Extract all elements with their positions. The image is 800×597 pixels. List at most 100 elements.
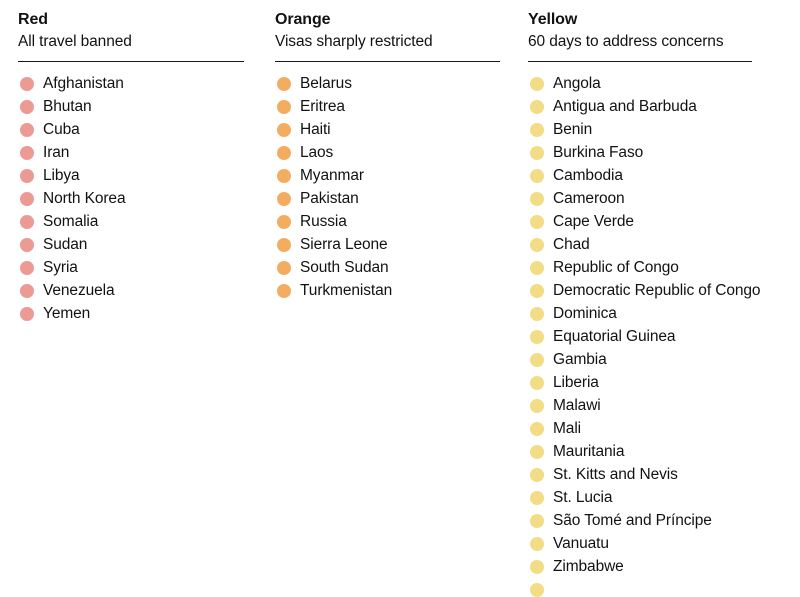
country-name: Cuba [43,120,80,138]
country-name: South Sudan [300,258,389,276]
tier-dot-icon [277,260,291,275]
tier-dot-icon [530,306,544,321]
country-item: Turkmenistan [275,279,500,302]
country-name: Cape Verde [553,212,634,230]
tier-dot-icon [530,168,544,183]
country-item: Vanuatu [528,532,752,555]
tier-dot-icon [277,191,291,206]
country-item: Democratic Republic of Congo [528,279,761,302]
country-item: Gambia [528,348,752,371]
country-name: Turkmenistan [300,281,393,299]
tier-subtitle-red: All travel banned [18,33,132,50]
country-name: Chad [553,235,590,253]
country-item: Myanmar [275,164,500,187]
country-item: Venezuela [18,279,244,302]
country-item: Burkina Faso [528,141,752,164]
tier-column-orange: Orange Visas sharply restricted Belarus E… [275,10,500,302]
country-name: Eritrea [300,97,345,115]
country-item: Republic of Congo [528,256,752,279]
tier-dot-icon [20,237,34,252]
country-name: Haiti [300,120,331,138]
country-name: Afghanistan [43,74,124,92]
country-name: Venezuela [43,281,115,299]
tier-dot-icon [530,237,544,252]
country-item: Somalia [18,210,244,233]
country-item: Angola [528,72,752,95]
country-item: Malawi [528,394,752,417]
country-name: Yemen [43,304,91,322]
country-item: São Tomé and Príncipe [528,509,752,532]
tier-dot-icon [530,214,544,229]
country-name: Vanuatu [553,534,609,552]
tier-dot-icon [277,237,291,252]
tier-dot-icon [530,490,544,505]
tier-dot-icon [277,168,291,183]
country-name: Somalia [43,212,99,230]
country-name: St. Kitts and Nevis [553,465,678,483]
country-item: St. Kitts and Nevis [528,463,752,486]
country-name: North Korea [43,189,126,207]
country-name: Zimbabwe [553,557,624,575]
tier-dot-icon [20,283,34,298]
tier-dot-icon [277,214,291,229]
tier-dot-icon [530,283,544,298]
tier-dot-icon [20,191,34,206]
tier-dot-icon [277,145,291,160]
country-name: Republic of Congo [553,258,679,276]
country-name: Equatorial Guinea [553,327,676,345]
tier-column-red: Red All travel banned Afghanistan Bhutan C… [18,10,244,325]
country-name: Cameroon [553,189,625,207]
tier-dot-icon [530,352,544,367]
country-item: Dominica [528,302,752,325]
country-item: Afghanistan [18,72,244,95]
tier-dot-icon [530,444,544,459]
country-item: Cape Verde [528,210,752,233]
country-item: Pakistan [275,187,500,210]
tier-dot-icon [530,375,544,390]
country-item: Chad [528,233,752,256]
tier-dot-icon [20,306,34,321]
country-item: Libya [18,164,244,187]
country-name: Sudan [43,235,88,253]
country-name: Gambia [553,350,607,368]
country-name: São Tomé and Príncipe [553,511,712,529]
country-item: Antigua and Barbuda [528,95,752,118]
tier-dot-icon [530,329,544,344]
tier-subtitle-orange: Visas sharply restricted [275,33,433,50]
tier-dot-icon [530,421,544,436]
tier-label-yellow: Yellow [528,11,578,28]
country-name: Iran [43,143,70,161]
country-name: Antigua and Barbuda [553,97,697,115]
country-item: Iran [18,141,244,164]
country-item: Laos [275,141,500,164]
country-name: Myanmar [300,166,364,184]
country-name: Angola [553,74,601,92]
country-item: Cuba [18,118,244,141]
country-name: Laos [300,143,334,161]
country-name: Russia [300,212,347,230]
country-item: Equatorial Guinea [528,325,752,348]
tier-dot-icon [20,99,34,114]
tier-dot-icon [20,214,34,229]
tier-dot-icon [20,76,34,91]
country-name: Liberia [553,373,599,391]
country-name: Syria [43,258,78,276]
country-item: Benin [528,118,752,141]
country-item: St. Lucia [528,486,752,509]
country-name: Democratic Republic of Congo [553,281,761,299]
country-item: Haiti [275,118,500,141]
country-item: Russia [275,210,500,233]
tier-dot-icon [277,76,291,91]
country-name: Pakistan [300,189,359,207]
country-item: Eritrea [275,95,500,118]
country-item: South Sudan [275,256,500,279]
tier-dot-icon [530,398,544,413]
tier-dot-icon [20,122,34,137]
country-name: Belarus [300,74,352,92]
country-name: Burkina Faso [553,143,644,161]
country-list-orange: Belarus Eritrea Haiti Laos Myanmar Pakistan Ru… [275,72,500,302]
tier-dot-icon [20,145,34,160]
tier-dot-icon [530,559,544,574]
country-name: Sierra Leone [300,235,388,253]
tier-dot-icon [530,191,544,206]
